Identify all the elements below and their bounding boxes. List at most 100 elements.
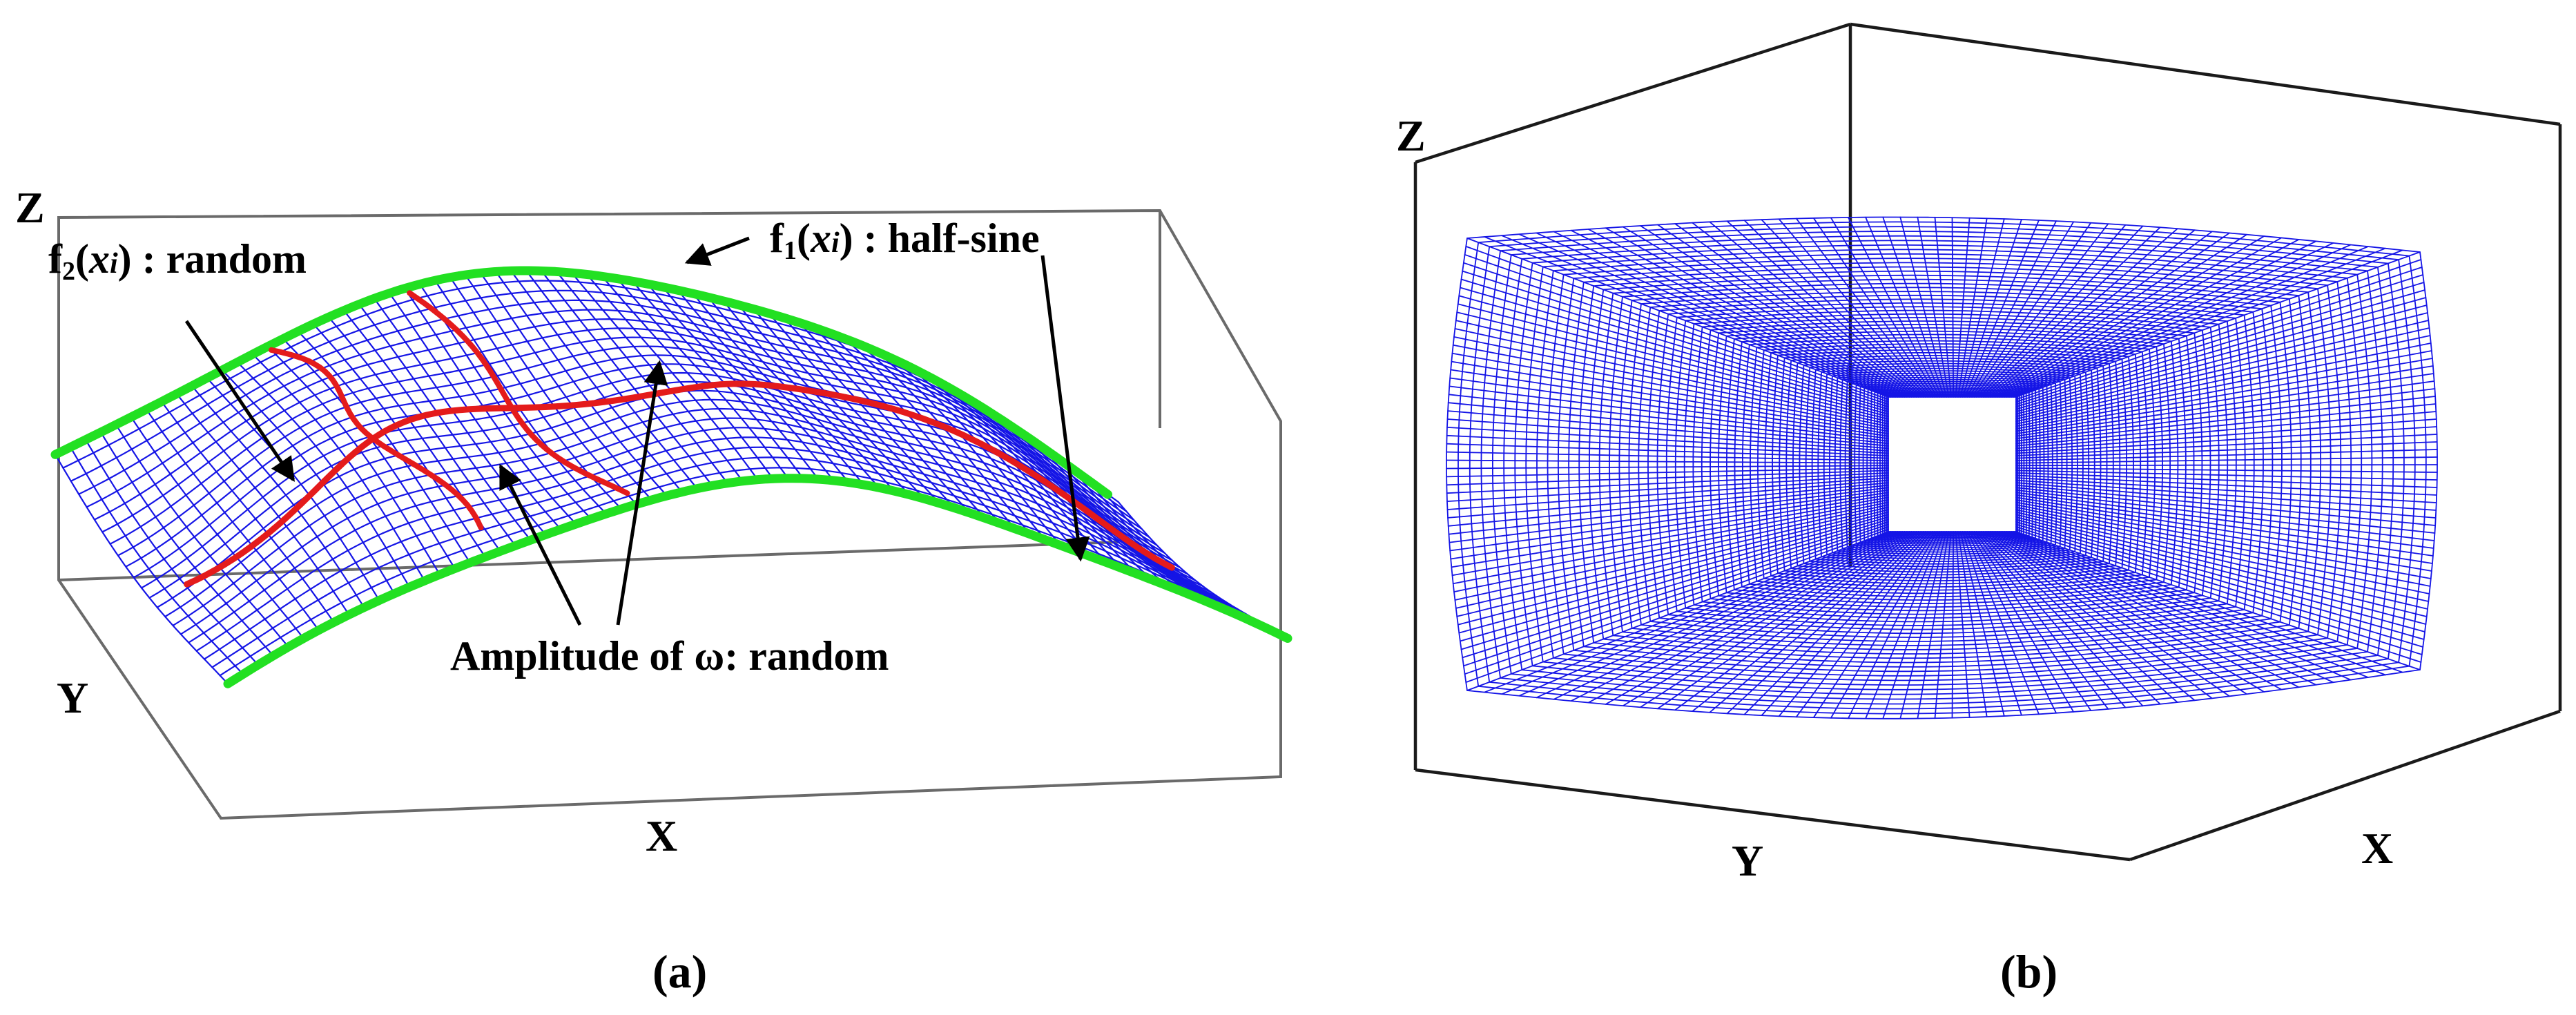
arrow-amplitude-2 [616, 360, 668, 626]
tube-mesh-line [1883, 394, 2021, 534]
tube-mesh-line [2015, 509, 2430, 602]
panel-a-half-sine-boundaries [50, 266, 1292, 688]
annotation-f2-random: f2(xi) : random [48, 236, 307, 286]
tube-mesh-line [1598, 278, 2292, 655]
mesh-line [54, 454, 229, 685]
panel-b-bounding-box [1413, 22, 2562, 862]
tube-mesh-line [1701, 320, 2195, 612]
arrow-f2 [184, 320, 296, 482]
mesh-line [180, 417, 1243, 635]
panel-b-x-label: X [2361, 824, 2393, 873]
tube-mesh-line [1458, 221, 2427, 715]
tube-mesh-line [1772, 349, 2127, 581]
random-curve-transverse [269, 347, 484, 531]
mesh-line [86, 309, 1150, 539]
tube-mesh-line [2015, 434, 2438, 456]
panel-a: Z Y X f2(xi) : random f1(xi) : half-sine… [15, 183, 1292, 998]
tube-mesh-line [1879, 393, 2025, 536]
tube-mesh-line [1866, 387, 2037, 541]
mesh-line [282, 338, 456, 570]
mesh-line [109, 336, 1174, 561]
tube-mesh-line [1578, 270, 2312, 664]
mesh-line [195, 436, 1258, 652]
arrow-amplitude-1 [498, 463, 582, 626]
tube-mesh-line [1547, 258, 2342, 677]
tube-mesh-line [1817, 367, 2084, 562]
tube-mesh-line [1887, 396, 2017, 533]
panel-a-surface-mesh [54, 269, 1289, 685]
tube-mesh-line [2015, 441, 2438, 459]
tube-mesh-line [1536, 253, 2352, 682]
tube-mesh-line [1823, 370, 2078, 560]
mesh-line [342, 309, 516, 547]
panel-b: Z Y X (b) [1396, 22, 2562, 998]
mesh-line [358, 303, 532, 541]
panel-b-tube-mesh [1446, 216, 2438, 719]
panel-a-caption: (a) [652, 945, 707, 998]
mesh-line [93, 318, 1158, 546]
tube-mesh-line [1628, 291, 2264, 642]
tube-mesh-line [1514, 244, 2373, 690]
tube-mesh-line [1480, 231, 2405, 705]
panel-a-random-curves [184, 290, 1175, 588]
arrow-f1 [684, 236, 750, 266]
mesh-line [101, 327, 1165, 554]
tube-mesh-line [1858, 384, 2045, 545]
tube-mesh-line [1844, 378, 2058, 551]
mesh-line [69, 446, 244, 675]
tube-mesh-line [1491, 235, 2394, 700]
annotation-f1-half-sine: f1(xi) : half-sine [770, 215, 1040, 265]
tube-mesh-line [1568, 266, 2322, 668]
tube-mesh-line [1446, 459, 1889, 464]
mesh-line [1117, 501, 1289, 639]
tube-mesh-line [1849, 380, 2053, 549]
tube-mesh-line [1834, 374, 2068, 555]
tube-mesh-line [1854, 383, 2049, 547]
tube-mesh-line [1750, 340, 2149, 591]
tube-mesh-line [1683, 313, 2211, 619]
panel-a-y-label: Y [57, 673, 88, 722]
tube-mesh-line [2015, 449, 2438, 462]
tube-mesh-line [1862, 386, 2041, 543]
tube-mesh-line [1828, 372, 2073, 557]
tube-mesh-line [1589, 274, 2302, 659]
tube-mesh-line [1609, 282, 2283, 650]
mesh-line [117, 345, 1181, 569]
tube-mesh-line [2015, 456, 2438, 464]
tube-mesh-line [2015, 511, 2428, 610]
tube-mesh-line [1741, 337, 2156, 594]
panel-b-z-label: Z [1396, 111, 1426, 160]
mesh-line [140, 371, 1204, 589]
tube-mesh-line [1557, 262, 2332, 673]
tube-mesh-line [1503, 240, 2383, 695]
tube-mesh-line [1647, 298, 2246, 635]
half-sine-back-edge [50, 266, 1113, 499]
tube-mesh-line [1710, 324, 2187, 608]
panel-a-bounding-box [57, 209, 1282, 820]
panel-a-x-label: X [646, 811, 677, 860]
tube-mesh-line [1881, 394, 2022, 535]
tube-mesh-line [1886, 396, 2019, 534]
mesh-line [221, 369, 396, 594]
random-curve-transverse [407, 290, 630, 496]
tube-mesh-line [1725, 330, 2171, 601]
tube-mesh-line [1674, 309, 2220, 623]
tube-mesh-line [1811, 365, 2090, 565]
panel-a-z-label: Z [15, 183, 45, 232]
panel-b-y-label: Y [1732, 836, 1763, 885]
mesh-line [211, 456, 1273, 668]
tube-mesh-line [1446, 216, 2438, 719]
tube-mesh-line [1839, 376, 2063, 553]
panel-b-caption: (b) [2000, 945, 2057, 998]
tube-mesh-line [1873, 390, 2031, 539]
tube-mesh-line [1692, 317, 2203, 615]
tube-mesh-line [1462, 270, 1889, 408]
tube-mesh-line [1525, 249, 2363, 686]
tube-mesh-line [1888, 396, 2017, 532]
tube-mesh-line [1618, 287, 2274, 646]
tube-mesh-line [1805, 362, 2095, 568]
tube-mesh-line [1870, 389, 2034, 540]
tube-mesh-line [1779, 351, 2121, 579]
tube-mesh-line [1718, 327, 2179, 604]
